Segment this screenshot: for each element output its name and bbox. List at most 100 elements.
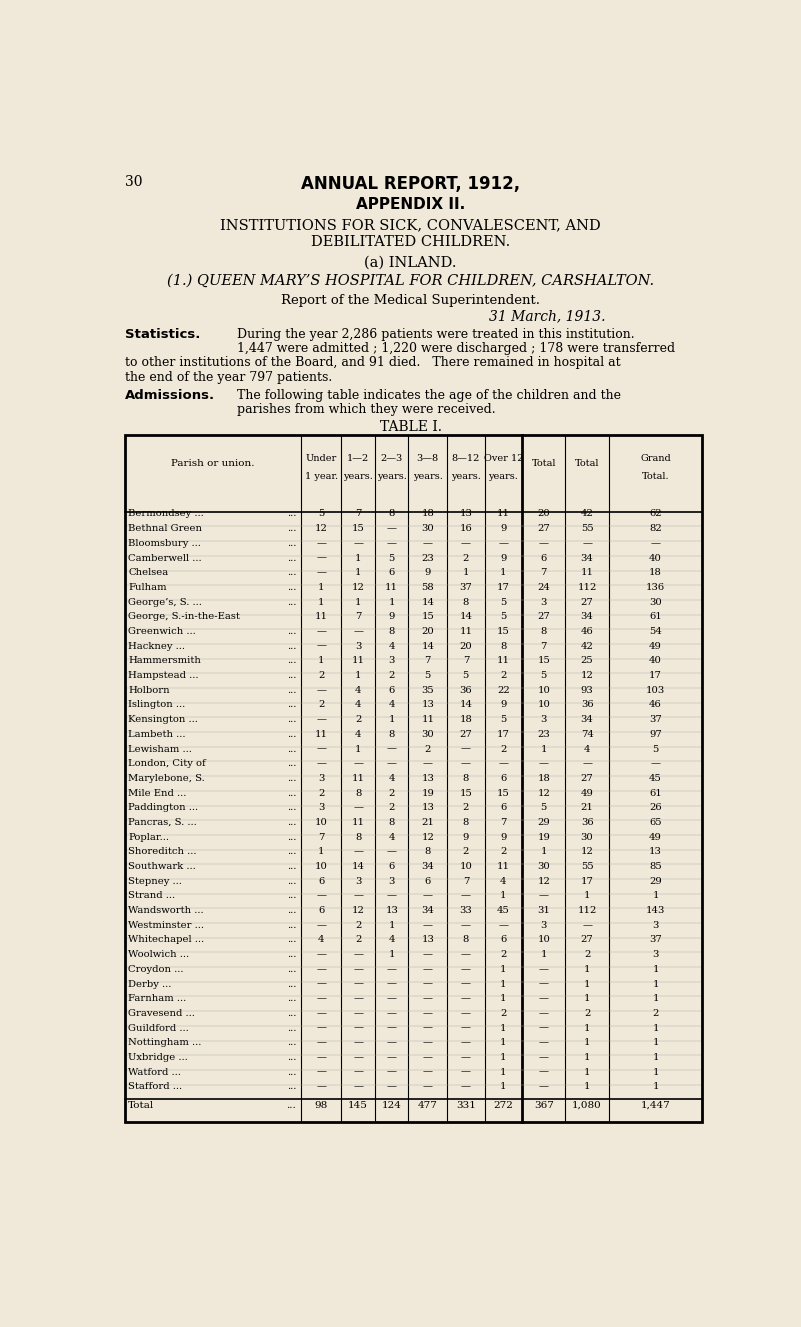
- Text: 1: 1: [652, 1038, 658, 1047]
- Text: 14: 14: [459, 612, 473, 621]
- Text: 4: 4: [355, 686, 361, 695]
- Text: 1: 1: [652, 1052, 658, 1062]
- Text: 18: 18: [460, 715, 473, 725]
- Text: —: —: [539, 965, 549, 974]
- Text: 23: 23: [421, 553, 434, 563]
- Text: Wandsworth ...: Wandsworth ...: [128, 906, 203, 916]
- Text: Farnham ...: Farnham ...: [128, 994, 187, 1003]
- Text: 1 year.: 1 year.: [304, 472, 338, 480]
- Text: 13: 13: [421, 774, 434, 783]
- Text: —: —: [582, 921, 592, 930]
- Text: 4: 4: [584, 744, 590, 754]
- Text: —: —: [387, 994, 396, 1003]
- Text: ...: ...: [287, 1068, 296, 1076]
- Text: —: —: [316, 568, 326, 577]
- Text: 8—12: 8—12: [452, 454, 480, 463]
- Text: 2: 2: [500, 950, 506, 959]
- Text: 3: 3: [652, 921, 658, 930]
- Text: ...: ...: [287, 553, 296, 563]
- Text: 11: 11: [352, 774, 364, 783]
- Text: 2: 2: [584, 950, 590, 959]
- Text: 42: 42: [581, 642, 594, 650]
- Text: 2: 2: [500, 744, 506, 754]
- Text: 3: 3: [318, 803, 324, 812]
- Text: —: —: [353, 759, 363, 768]
- Text: 65: 65: [649, 817, 662, 827]
- Text: 11: 11: [497, 510, 510, 519]
- Text: —: —: [539, 979, 549, 989]
- Text: 46: 46: [581, 626, 594, 636]
- Text: 8: 8: [355, 832, 361, 841]
- Text: —: —: [423, 759, 433, 768]
- Text: 61: 61: [649, 788, 662, 798]
- Text: Admissions.: Admissions.: [125, 389, 215, 402]
- Text: ...: ...: [287, 686, 296, 695]
- Text: 7: 7: [541, 642, 547, 650]
- Text: 9: 9: [425, 568, 431, 577]
- Text: —: —: [423, 921, 433, 930]
- Text: years.: years.: [413, 472, 443, 480]
- Text: —: —: [387, 965, 396, 974]
- Text: ...: ...: [287, 657, 296, 665]
- Text: 61: 61: [649, 612, 662, 621]
- Text: 30: 30: [537, 863, 550, 871]
- Text: 12: 12: [352, 583, 364, 592]
- Text: Holborn: Holborn: [128, 686, 170, 695]
- Text: 31: 31: [537, 906, 550, 916]
- Text: —: —: [539, 892, 549, 901]
- Text: 1: 1: [388, 715, 395, 725]
- Text: 5: 5: [500, 715, 506, 725]
- Text: 9: 9: [500, 701, 506, 710]
- Text: 33: 33: [460, 906, 473, 916]
- Text: —: —: [461, 759, 471, 768]
- Text: 27: 27: [537, 524, 550, 533]
- Text: 2: 2: [318, 788, 324, 798]
- Text: —: —: [423, 1038, 433, 1047]
- Text: ...: ...: [287, 877, 296, 885]
- Text: —: —: [539, 994, 549, 1003]
- Text: —: —: [316, 744, 326, 754]
- Text: 2—3: 2—3: [380, 454, 403, 463]
- Text: 1: 1: [584, 979, 590, 989]
- Text: ...: ...: [287, 597, 296, 606]
- Text: 98: 98: [315, 1101, 328, 1109]
- Text: —: —: [461, 1023, 471, 1032]
- Text: 2: 2: [463, 848, 469, 856]
- Text: Greenwich ...: Greenwich ...: [128, 626, 195, 636]
- Text: 13: 13: [460, 510, 473, 519]
- Text: 82: 82: [649, 524, 662, 533]
- Text: 1: 1: [584, 892, 590, 901]
- Text: 62: 62: [649, 510, 662, 519]
- Text: 3: 3: [318, 774, 324, 783]
- Text: (1.) QUEEN MARY’S HOSPITAL FOR CHILDREN, CARSHALTON.: (1.) QUEEN MARY’S HOSPITAL FOR CHILDREN,…: [167, 273, 654, 288]
- Text: 12: 12: [537, 877, 550, 885]
- Text: ...: ...: [287, 906, 296, 916]
- Text: 7: 7: [425, 657, 431, 665]
- Text: —: —: [539, 1052, 549, 1062]
- Text: —: —: [461, 892, 471, 901]
- Text: 145: 145: [348, 1101, 368, 1109]
- Text: —: —: [353, 892, 363, 901]
- Text: —: —: [387, 848, 396, 856]
- Text: 1: 1: [584, 1038, 590, 1047]
- Text: ...: ...: [287, 1052, 296, 1062]
- Text: Hackney ...: Hackney ...: [128, 642, 185, 650]
- Text: —: —: [316, 626, 326, 636]
- Text: 1: 1: [500, 1083, 507, 1091]
- Text: 10: 10: [537, 686, 550, 695]
- Text: 8: 8: [425, 848, 431, 856]
- Text: —: —: [316, 1052, 326, 1062]
- Text: 11: 11: [352, 817, 364, 827]
- Text: 93: 93: [581, 686, 594, 695]
- Text: —: —: [387, 1083, 396, 1091]
- Text: 6: 6: [501, 803, 506, 812]
- Text: —: —: [539, 1038, 549, 1047]
- Text: —: —: [353, 539, 363, 548]
- Text: 16: 16: [460, 524, 473, 533]
- Text: 1: 1: [388, 921, 395, 930]
- Text: 8: 8: [463, 597, 469, 606]
- Text: 1: 1: [541, 950, 547, 959]
- Text: 14: 14: [352, 863, 364, 871]
- Text: 3: 3: [388, 877, 395, 885]
- Text: Derby ...: Derby ...: [128, 979, 171, 989]
